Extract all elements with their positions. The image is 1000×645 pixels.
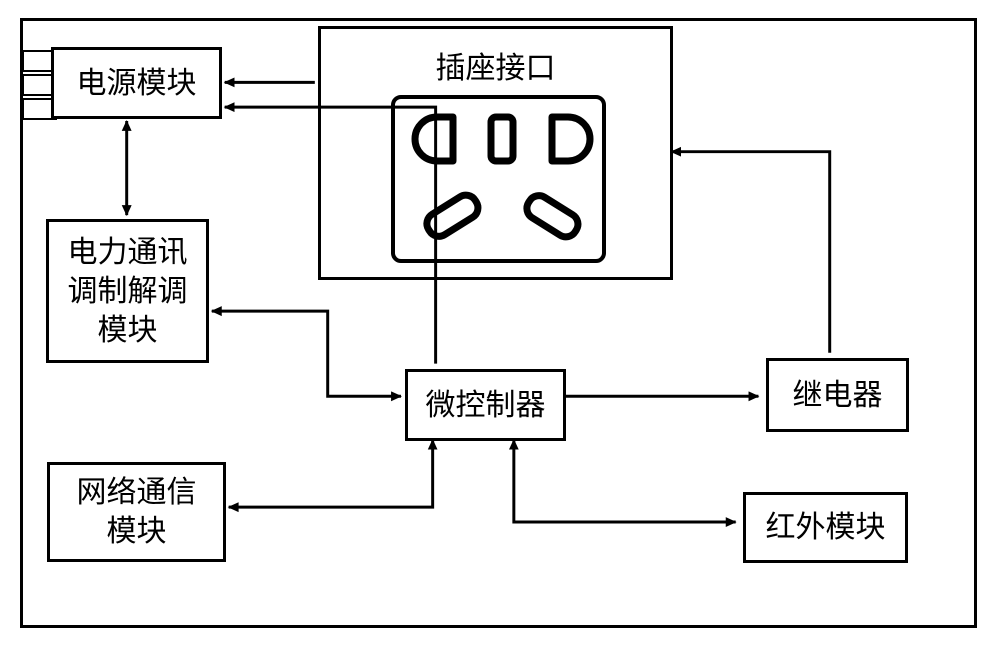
- socket-icon: [395, 99, 610, 267]
- node-socket: 插座接口: [318, 26, 673, 280]
- socket-inner-frame: [391, 95, 606, 263]
- node-label: 电源模块: [77, 64, 197, 103]
- node-label: 继电器: [793, 376, 883, 415]
- node-relay: 继电器: [766, 358, 909, 432]
- node-microcontroller: 微控制器: [405, 369, 566, 441]
- node-label: 网络通信 模块: [77, 473, 197, 551]
- node-label: 电力通讯 调制解调 模块: [68, 233, 188, 350]
- node-power-module: 电源模块: [51, 47, 222, 119]
- node-plc-modem: 电力通讯 调制解调 模块: [46, 219, 209, 363]
- node-infrared: 红外模块: [743, 492, 908, 563]
- diagram-frame: 电源模块 电力通讯 调制解调 模块 网络通信 模块 微控制器 继电器 红外模块 …: [20, 18, 977, 628]
- node-label: 插座接口: [436, 52, 556, 85]
- socket-title: 插座接口: [321, 43, 670, 87]
- node-label: 红外模块: [766, 508, 886, 547]
- node-label: 微控制器: [426, 386, 546, 425]
- node-network-comm: 网络通信 模块: [47, 462, 226, 562]
